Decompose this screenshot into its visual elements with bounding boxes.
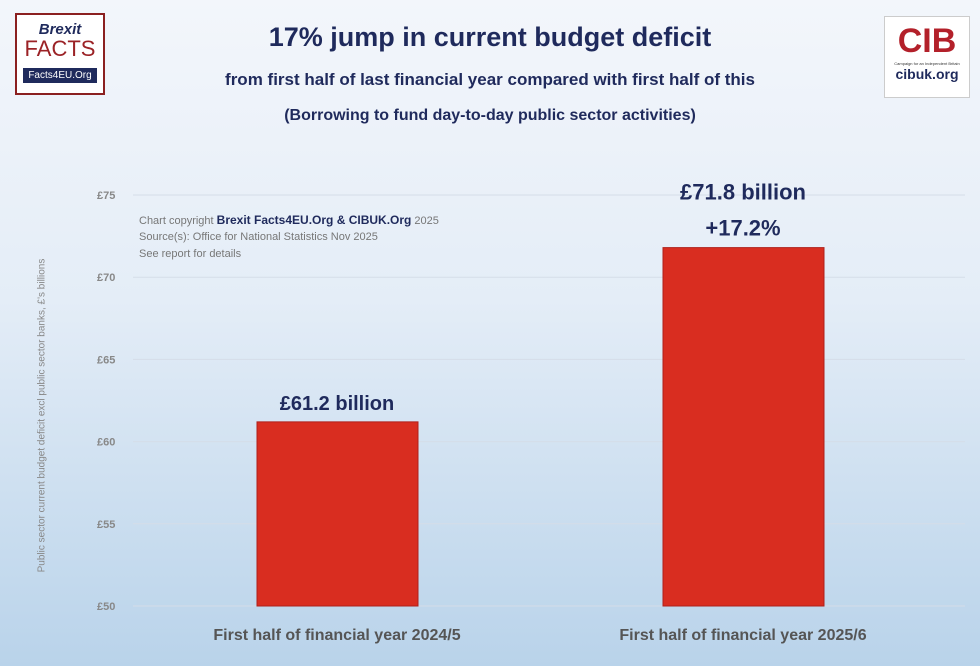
y-tick-label: £55 [97,519,115,531]
source-note: Source(s): Office for National Statistic… [139,231,378,243]
x-tick-label: First half of financial year 2024/5 [213,627,460,644]
copyright-prefix: Chart copyright [139,215,217,227]
copyright-note: Chart copyright Brexit Facts4EU.Org & CI… [139,213,439,227]
y-tick-label: £75 [97,190,115,202]
chart-subtitle-2: (Borrowing to fund day-to-day public sec… [284,107,696,124]
y-tick-label: £65 [97,354,115,366]
chart-title: 17% jump in current budget deficit [268,22,712,52]
brexit-facts-logo: Brexit FACTS Facts4EU.Org [15,13,105,95]
data-label: £71.8 billion [680,180,806,205]
cibuk-logo: CIB Campaign for an Independent Britain … [884,16,970,98]
logo-tagline: Campaign for an Independent Britain [894,61,960,66]
copyright-year: 2025 [411,215,439,227]
bar [256,421,419,607]
copyright-owner: Brexit Facts4EU.Org & CIBUK.Org [216,213,412,227]
y-tick-label: £60 [97,437,115,449]
bar [662,247,825,607]
chart-subtitle: from first half of last financial year c… [225,70,755,89]
y-tick-label: £70 [97,272,115,284]
details-note: See report for details [139,248,242,260]
y-tick-label: £50 [97,601,115,613]
logo-line1: Brexit [38,21,82,38]
logo-line2: FACTS [24,36,96,61]
logo-mark: CIB [897,22,957,60]
data-label: £61.2 billion [280,393,394,415]
logo-line3: Facts4EU.Org [23,68,97,83]
change-annotation: +17.2% [705,216,780,241]
x-tick-label: First half of financial year 2025/6 [619,627,866,644]
logo-url: cibuk.org [895,66,959,82]
